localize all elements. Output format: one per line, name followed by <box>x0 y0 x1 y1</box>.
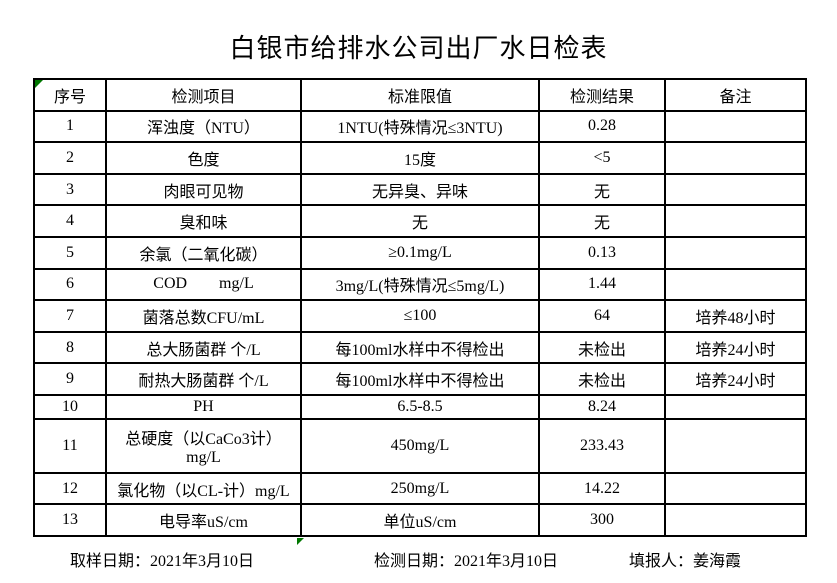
cell-note <box>664 172 807 207</box>
table-row: 8 总大肠菌群 个/L 每100ml水样中不得检出 未检出 培养24小时 <box>33 330 807 365</box>
cell-no: 3 <box>33 172 107 207</box>
table-row: 9 耐热大肠菌群 个/L 每100ml水样中不得检出 未检出 培养24小时 <box>33 362 807 396</box>
cell-limit: 15度 <box>300 141 540 175</box>
reporter-label: 填报人：姜海霞 <box>629 553 742 570</box>
cell-no: 4 <box>33 204 107 238</box>
cell-result: 233.43 <box>538 418 666 474</box>
cell-note <box>664 204 807 238</box>
cell-result: 1.44 <box>538 267 666 302</box>
cell-item: 肉眼可见物 <box>105 172 302 207</box>
cell-note <box>664 393 807 421</box>
cell-note <box>664 141 807 175</box>
cell-note: 培养24小时 <box>664 330 807 365</box>
cell-item: COD mg/L <box>105 267 302 302</box>
table-row: 3 肉眼可见物 无异臭、异味 无 <box>33 172 807 207</box>
cell-note <box>664 109 807 144</box>
cell-no: 8 <box>33 330 107 365</box>
cell-result: 未检出 <box>538 362 666 396</box>
cell-limit: ≥0.1mg/L <box>300 235 540 270</box>
cell-item: PH <box>105 393 302 421</box>
cell-limit: ≤100 <box>300 299 540 333</box>
table-row: 4 臭和味 无 无 <box>33 204 807 238</box>
table-row: 10 PH 6.5-8.5 8.24 <box>33 393 807 421</box>
table-row: 1 浑浊度（NTU） 1NTU(特殊情况≤3NTU) 0.28 <box>33 109 807 144</box>
cell-no: 9 <box>33 362 107 396</box>
cell-item: 耐热大肠菌群 个/L <box>105 362 302 396</box>
cell-limit: 6.5-8.5 <box>300 393 540 421</box>
table-row: 5 余氯（二氧化碳） ≥0.1mg/L 0.13 <box>33 235 807 270</box>
cell-item: 色度 <box>105 141 302 175</box>
table-header-row: 序号 检测项目 标准限值 检测结果 备注 <box>33 78 807 112</box>
sample-date-label: 取样日期：2021年3月10日 <box>70 553 255 570</box>
table-row: 12 氯化物（以CL-计）mg/L 250mg/L 14.22 <box>33 471 807 506</box>
cell-note <box>664 418 807 474</box>
excel-error-marker-icon <box>35 80 43 88</box>
table-row: 7 菌落总数CFU/mL ≤100 64 培养48小时 <box>33 299 807 333</box>
cell-limit: 单位uS/cm <box>300 503 540 537</box>
cell-result: 未检出 <box>538 330 666 365</box>
footer: 取样日期：2021年3月10日 检测日期：2021年3月10日 填报人：姜海霞 <box>0 547 837 571</box>
table-row: 13 电导率uS/cm 单位uS/cm 300 <box>33 503 807 537</box>
table-row: 6 COD mg/L 3mg/L(特殊情况≤5mg/L) 1.44 <box>33 267 807 302</box>
cell-note <box>664 267 807 302</box>
cell-item: 氯化物（以CL-计）mg/L <box>105 471 302 506</box>
cell-limit: 3mg/L(特殊情况≤5mg/L) <box>300 267 540 302</box>
cell-no: 10 <box>33 393 107 421</box>
column-header-limit: 标准限值 <box>300 78 540 112</box>
cell-limit: 450mg/L <box>300 418 540 474</box>
cell-limit: 每100ml水样中不得检出 <box>300 362 540 396</box>
cell-no: 2 <box>33 141 107 175</box>
cell-no: 13 <box>33 503 107 537</box>
cell-no: 5 <box>33 235 107 270</box>
cell-result: 无 <box>538 172 666 207</box>
cell-note: 培养24小时 <box>664 362 807 396</box>
cell-item: 电导率uS/cm <box>105 503 302 537</box>
cell-no: 1 <box>33 109 107 144</box>
cell-result: <5 <box>538 141 666 175</box>
cell-item: 余氯（二氧化碳） <box>105 235 302 270</box>
cell-limit: 无异臭、异味 <box>300 172 540 207</box>
table-row: 2 色度 15度 <5 <box>33 141 807 175</box>
cell-limit: 250mg/L <box>300 471 540 506</box>
cell-note: 培养48小时 <box>664 299 807 333</box>
cell-result: 0.13 <box>538 235 666 270</box>
cell-result: 8.24 <box>538 393 666 421</box>
cell-item: 总大肠菌群 个/L <box>105 330 302 365</box>
cell-result: 64 <box>538 299 666 333</box>
cell-note <box>664 471 807 506</box>
inspection-table: 序号 检测项目 标准限值 检测结果 备注 1 浑浊度（NTU） 1NTU(特殊情… <box>33 78 807 537</box>
cell-limit: 1NTU(特殊情况≤3NTU) <box>300 109 540 144</box>
cell-limit: 无 <box>300 204 540 238</box>
column-header-item: 检测项目 <box>105 78 302 112</box>
page-title: 白银市给排水公司出厂水日检表 <box>229 34 608 63</box>
cell-result: 300 <box>538 503 666 537</box>
table-row: 11 总硬度（以CaCo3计）mg/L 450mg/L 233.43 <box>33 418 807 474</box>
cell-note <box>664 503 807 537</box>
cell-no: 11 <box>33 418 107 474</box>
cell-note <box>664 235 807 270</box>
excel-error-marker-icon <box>297 538 304 545</box>
column-header-note: 备注 <box>664 78 807 112</box>
cell-no: 6 <box>33 267 107 302</box>
cell-no: 7 <box>33 299 107 333</box>
cell-item: 臭和味 <box>105 204 302 238</box>
cell-item: 浑浊度（NTU） <box>105 109 302 144</box>
test-date-label: 检测日期：2021年3月10日 <box>374 553 559 570</box>
cell-item: 总硬度（以CaCo3计）mg/L <box>105 418 302 474</box>
cell-no: 12 <box>33 471 107 506</box>
cell-limit: 每100ml水样中不得检出 <box>300 330 540 365</box>
cell-result: 0.28 <box>538 109 666 144</box>
cell-result: 14.22 <box>538 471 666 506</box>
column-header-no: 序号 <box>33 78 107 112</box>
cell-result: 无 <box>538 204 666 238</box>
cell-item: 菌落总数CFU/mL <box>105 299 302 333</box>
column-header-result: 检测结果 <box>538 78 666 112</box>
